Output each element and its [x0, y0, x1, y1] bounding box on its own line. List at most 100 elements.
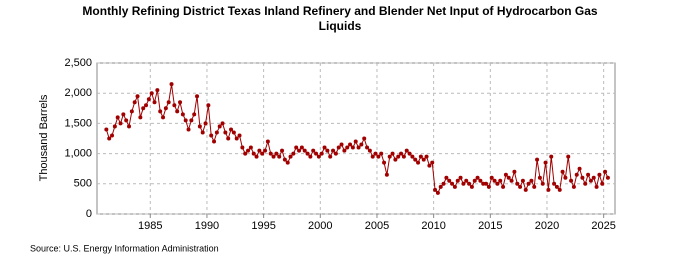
data-point — [251, 151, 256, 156]
data-line — [105, 84, 609, 194]
data-point — [546, 187, 551, 192]
data-point — [407, 151, 412, 156]
data-point — [526, 181, 531, 186]
data-point — [509, 178, 514, 183]
data-point — [396, 154, 401, 159]
data-point — [135, 94, 140, 99]
data-point — [424, 154, 429, 159]
data-point — [336, 145, 341, 150]
data-point — [212, 139, 217, 144]
data-point — [246, 148, 251, 153]
data-point — [560, 169, 565, 174]
data-point — [172, 103, 177, 108]
data-point — [314, 151, 319, 156]
data-point — [285, 160, 290, 165]
data-point — [226, 136, 231, 141]
data-point — [461, 181, 466, 186]
data-point — [452, 184, 457, 189]
data-point — [472, 178, 477, 183]
data-point — [223, 130, 228, 135]
data-point — [288, 154, 293, 159]
y-tick-label: 500 — [74, 178, 92, 190]
data-point — [305, 151, 310, 156]
data-point — [574, 172, 579, 177]
data-point — [291, 151, 296, 156]
data-point — [271, 154, 276, 159]
y-tick-label: 2,500 — [64, 57, 92, 69]
data-point — [353, 139, 358, 144]
data-point — [362, 136, 367, 141]
plot-frame — [96, 62, 616, 215]
data-point — [107, 136, 112, 141]
data-point — [492, 178, 497, 183]
data-point — [240, 145, 245, 150]
data-point — [118, 121, 123, 126]
data-point — [231, 130, 236, 135]
data-point — [274, 151, 279, 156]
data-point — [166, 100, 171, 105]
data-point — [515, 181, 520, 186]
data-point — [583, 181, 588, 186]
data-point — [316, 154, 321, 159]
data-point — [469, 184, 474, 189]
data-point — [192, 112, 197, 117]
data-point — [495, 181, 500, 186]
data-point — [549, 154, 554, 159]
data-point — [248, 145, 253, 150]
data-point — [370, 154, 375, 159]
data-point — [277, 154, 282, 159]
data-point — [144, 103, 149, 108]
x-tick-label: 1985 — [138, 220, 162, 232]
data-point — [486, 184, 491, 189]
data-point — [532, 184, 537, 189]
data-point — [518, 184, 523, 189]
data-point — [433, 187, 438, 192]
data-point — [563, 175, 568, 180]
data-point — [537, 175, 542, 180]
data-point — [209, 133, 214, 138]
data-point — [444, 175, 449, 180]
data-point — [464, 178, 469, 183]
data-point — [382, 160, 387, 165]
data-point — [359, 142, 364, 147]
data-point — [605, 175, 610, 180]
data-point — [180, 112, 185, 117]
data-point — [243, 151, 248, 156]
data-point — [149, 91, 154, 96]
data-point — [294, 145, 299, 150]
data-point — [328, 154, 333, 159]
data-point — [115, 115, 120, 120]
data-point — [322, 145, 327, 150]
data-point — [141, 106, 146, 111]
data-point — [155, 88, 160, 93]
data-point — [529, 178, 534, 183]
data-point — [438, 184, 443, 189]
data-point — [129, 109, 134, 114]
data-point — [331, 148, 336, 153]
data-point — [163, 106, 168, 111]
data-point — [257, 148, 262, 153]
y-axis-label: Thousand Barrels — [38, 94, 50, 181]
data-point — [112, 124, 117, 129]
data-point — [580, 175, 585, 180]
data-point — [484, 181, 489, 186]
data-point — [282, 157, 287, 162]
data-point — [333, 151, 338, 156]
data-point — [206, 103, 211, 108]
data-point — [427, 163, 432, 168]
data-point — [302, 148, 307, 153]
data-point — [481, 181, 486, 186]
data-point — [200, 130, 205, 135]
data-point — [339, 142, 344, 147]
data-point — [197, 124, 202, 129]
data-point — [552, 181, 557, 186]
data-point — [265, 139, 270, 144]
data-point — [506, 175, 511, 180]
data-point — [503, 172, 508, 177]
data-point — [158, 109, 163, 114]
data-point — [348, 142, 353, 147]
x-tick-label: 2025 — [591, 220, 615, 232]
x-tick-label: 2000 — [308, 220, 332, 232]
data-point — [356, 145, 361, 150]
